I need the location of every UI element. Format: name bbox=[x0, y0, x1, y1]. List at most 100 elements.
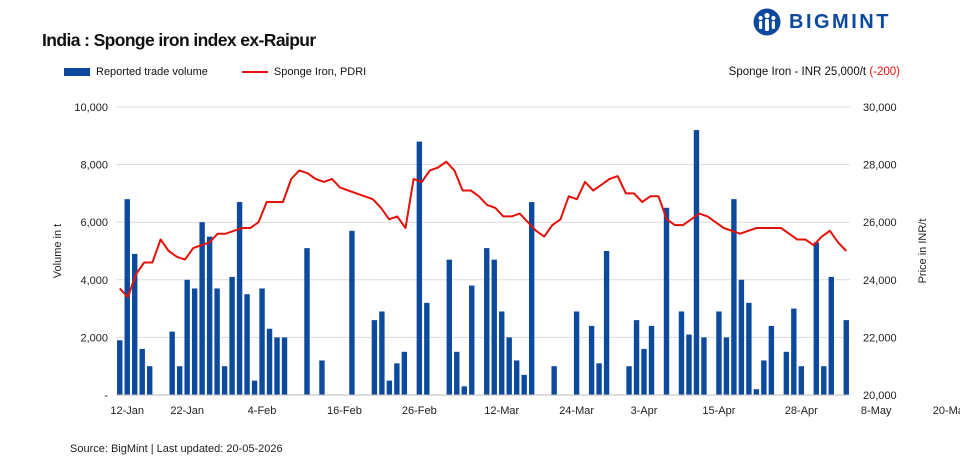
volume-bar bbox=[446, 259, 452, 395]
volume-bar bbox=[686, 334, 692, 395]
x-tick-label: 16-Feb bbox=[327, 405, 362, 417]
volume-bar bbox=[491, 259, 497, 395]
volume-bar bbox=[821, 366, 827, 395]
volume-bar bbox=[723, 337, 730, 395]
x-tick-label: 3-Apr bbox=[631, 405, 658, 417]
volume-bar bbox=[641, 348, 647, 395]
volume-bar bbox=[214, 288, 220, 395]
source-note: Source: BigMint | Last updated: 20-05-20… bbox=[70, 443, 283, 455]
volume-bar bbox=[521, 374, 527, 395]
volume-bar bbox=[424, 302, 430, 395]
brand-name: BIGMINT bbox=[789, 10, 891, 33]
x-tick-label: 15-Apr bbox=[702, 405, 735, 417]
volume-bar bbox=[386, 380, 393, 395]
y-right-tick-label: 24,000 bbox=[863, 275, 897, 287]
volume-bar bbox=[753, 389, 760, 395]
volume-bar bbox=[813, 242, 819, 395]
volume-bar bbox=[551, 366, 557, 395]
y-right-tick-label: 22,000 bbox=[863, 332, 897, 344]
volume-bar bbox=[251, 380, 258, 395]
y-left-tick-label: 2,000 bbox=[80, 332, 108, 344]
volume-bar bbox=[731, 199, 737, 395]
volume-bar bbox=[394, 363, 400, 395]
volume-bar bbox=[319, 360, 325, 395]
volume-bar bbox=[791, 308, 797, 395]
volume-bar bbox=[266, 328, 273, 395]
volume-bar bbox=[701, 337, 707, 395]
volume-bar bbox=[596, 363, 602, 395]
x-tick-label: 26-Feb bbox=[402, 405, 437, 417]
volume-bar bbox=[626, 366, 632, 395]
y-right-tick-label: 30,000 bbox=[863, 102, 897, 114]
volume-bar bbox=[693, 130, 700, 396]
volume-bar bbox=[147, 366, 153, 395]
y-left-axis-title: Volume in t bbox=[52, 224, 64, 278]
price-change: (-200) bbox=[869, 66, 900, 78]
x-tick-label: 24-Mar bbox=[559, 405, 594, 417]
volume-bar bbox=[454, 351, 460, 395]
chart-title: India : Sponge iron index ex-Raipur bbox=[42, 30, 316, 50]
volume-bar bbox=[206, 236, 213, 395]
chart-legend: Reported trade volume Sponge Iron, PDRI bbox=[64, 66, 400, 78]
volume-bar bbox=[603, 251, 610, 395]
x-tick-label: 12-Jan bbox=[110, 405, 144, 417]
volume-bar bbox=[274, 337, 280, 395]
legend-swatch-line bbox=[241, 71, 268, 73]
volume-bar bbox=[259, 288, 265, 395]
volume-bar bbox=[828, 276, 834, 395]
volume-bar bbox=[221, 366, 228, 395]
people-globe-icon bbox=[753, 8, 781, 36]
volume-bar bbox=[371, 320, 378, 395]
volume-bar bbox=[663, 207, 670, 395]
y-left-tick-label: 6,000 bbox=[80, 217, 108, 229]
volume-bar bbox=[349, 230, 355, 395]
volume-bar bbox=[514, 360, 520, 395]
x-tick-label: 8-May bbox=[861, 405, 892, 417]
brand-logo: BIGMINT bbox=[752, 5, 891, 39]
price-summary-text: Sponge Iron - INR 25,000/t bbox=[728, 66, 867, 78]
y-left-tick-label: 4,000 bbox=[80, 275, 108, 287]
volume-bar bbox=[633, 320, 640, 395]
x-tick-label: 28-Apr bbox=[785, 405, 818, 417]
volume-bar bbox=[499, 311, 505, 395]
x-tick-label: 20-May bbox=[933, 405, 960, 417]
volume-bar bbox=[461, 386, 467, 395]
y-left-tick-label: - bbox=[104, 390, 108, 402]
volume-bar bbox=[798, 366, 805, 395]
volume-bar bbox=[191, 288, 198, 395]
volume-bar bbox=[484, 248, 490, 395]
volume-bar bbox=[783, 351, 790, 395]
y-right-tick-label: 20,000 bbox=[863, 390, 897, 402]
x-tick-label: 4-Feb bbox=[248, 405, 277, 417]
volume-bar bbox=[229, 276, 235, 395]
volume-bar bbox=[761, 360, 767, 395]
volume-bar bbox=[244, 294, 250, 395]
volume-bar bbox=[199, 222, 205, 395]
volume-bar bbox=[132, 253, 138, 395]
volume-bar bbox=[379, 311, 385, 395]
volume-bar bbox=[469, 285, 475, 395]
volume-bar bbox=[573, 311, 580, 395]
y-right-tick-label: 26,000 bbox=[863, 217, 897, 229]
volume-bar bbox=[738, 279, 745, 395]
legend-item-price: Sponge Iron, PDRI bbox=[241, 66, 366, 78]
volume-bar bbox=[236, 202, 243, 395]
volume-bar bbox=[506, 337, 512, 395]
legend-item-volume: Reported trade volume bbox=[64, 66, 208, 78]
y-left-tick-label: 10,000 bbox=[74, 102, 108, 114]
volume-bar bbox=[648, 325, 655, 395]
volume-bar bbox=[588, 325, 595, 395]
volume-bar bbox=[746, 302, 752, 395]
x-tick-label: 12-Mar bbox=[484, 405, 519, 417]
volume-bar bbox=[401, 351, 408, 395]
volume-bar bbox=[528, 202, 535, 395]
x-tick-label: 22-Jan bbox=[170, 405, 204, 417]
volume-bar bbox=[416, 141, 423, 395]
y-right-axis-title: Price in INR/t bbox=[917, 219, 929, 284]
price-summary: Sponge Iron - INR 25,000/t (-200) bbox=[729, 66, 900, 78]
legend-label-volume: Reported trade volume bbox=[96, 66, 208, 78]
volume-bar bbox=[281, 337, 288, 395]
volume-bar bbox=[843, 320, 849, 395]
volume-bar bbox=[678, 311, 685, 395]
